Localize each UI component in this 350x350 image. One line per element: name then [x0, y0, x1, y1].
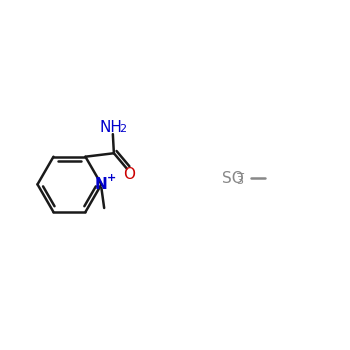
- Text: SO: SO: [222, 171, 244, 186]
- Text: 3: 3: [236, 176, 243, 186]
- Text: N: N: [95, 177, 108, 192]
- Text: NH: NH: [100, 120, 122, 135]
- Text: O: O: [124, 167, 135, 182]
- Text: −: −: [236, 169, 246, 179]
- Text: 2: 2: [119, 124, 126, 134]
- Text: +: +: [107, 173, 117, 183]
